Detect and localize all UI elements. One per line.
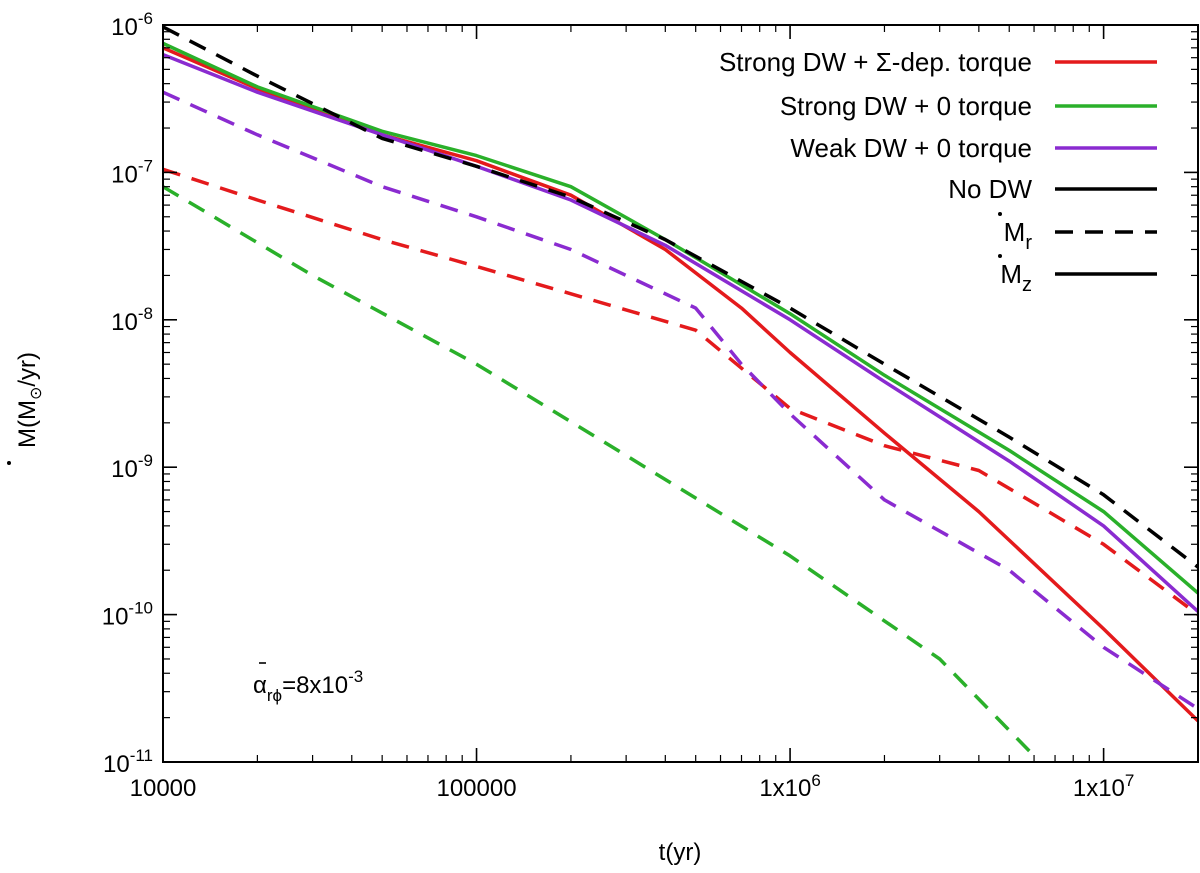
legend-label-1: Strong DW + 0 torque bbox=[780, 91, 1032, 121]
y-tick-label-1: 10-7 bbox=[111, 156, 153, 188]
alpha-annotation: αrϕ=8x10-3 bbox=[253, 662, 363, 705]
series-line-3 bbox=[163, 25, 1198, 569]
legend-label-0: Strong DW + Σ-dep. torque bbox=[719, 47, 1032, 77]
series-line-5 bbox=[163, 185, 1036, 758]
legend-label-5: Mz bbox=[1000, 259, 1032, 296]
legend-label-2: Weak DW + 0 torque bbox=[790, 133, 1032, 163]
legend-label-3: No DW bbox=[948, 174, 1032, 204]
y-tick-label-5: 10-11 bbox=[103, 746, 153, 778]
y-axis-label-tail: /yr) bbox=[14, 352, 41, 387]
annotation-sub: rϕ bbox=[267, 686, 282, 705]
series-line-6 bbox=[163, 90, 1198, 711]
plot-frame bbox=[162, 24, 1199, 763]
series-line-2 bbox=[163, 52, 1198, 613]
x-tick-label-1: 100000 bbox=[436, 775, 516, 802]
tick-layer: 10000 100000 1x106 1x107 10-6 10-7 10-8 10-9 10-… bbox=[102, 9, 1199, 802]
annotation-eq: =8x10 bbox=[282, 672, 348, 699]
legend-dot-5 bbox=[998, 254, 1002, 258]
annotation-alpha: α bbox=[253, 672, 267, 699]
x-tick-label-3: 1x107 bbox=[1073, 771, 1135, 802]
y-axis-label-paren: (M bbox=[14, 400, 41, 428]
y-axis-label-base: M bbox=[14, 428, 41, 448]
x-axis-label: t(yr) bbox=[659, 839, 702, 866]
legend-dot-4 bbox=[998, 212, 1002, 216]
annotation-exp: -3 bbox=[348, 667, 363, 686]
legend: Strong DW + Σ-dep. torque Strong DW + 0 t… bbox=[719, 47, 1157, 296]
series-line-4 bbox=[163, 167, 1198, 617]
svg-text:M(M⊙/yr): M(M⊙/yr) bbox=[14, 352, 45, 448]
legend-label-4: Mr bbox=[1004, 217, 1033, 254]
y-tick-label-3: 10-9 bbox=[111, 451, 153, 483]
y-axis-label: M(M⊙/yr) bbox=[7, 352, 45, 465]
x-tick-label-2: 1x106 bbox=[759, 771, 821, 802]
svg-text:αrϕ=8x10-3: αrϕ=8x10-3 bbox=[253, 667, 363, 705]
series-line-1 bbox=[163, 41, 1198, 595]
x-tick-label-0: 10000 bbox=[130, 775, 197, 802]
y-axis-label-sub: ⊙ bbox=[28, 387, 45, 400]
y-axis-label-dot bbox=[7, 461, 11, 465]
y-tick-label-0: 10-6 bbox=[111, 9, 153, 41]
series-line-0 bbox=[163, 46, 1198, 723]
y-tick-label-2: 10-8 bbox=[111, 304, 153, 336]
series-layer bbox=[163, 25, 1198, 758]
y-tick-label-4: 10-10 bbox=[102, 599, 153, 631]
